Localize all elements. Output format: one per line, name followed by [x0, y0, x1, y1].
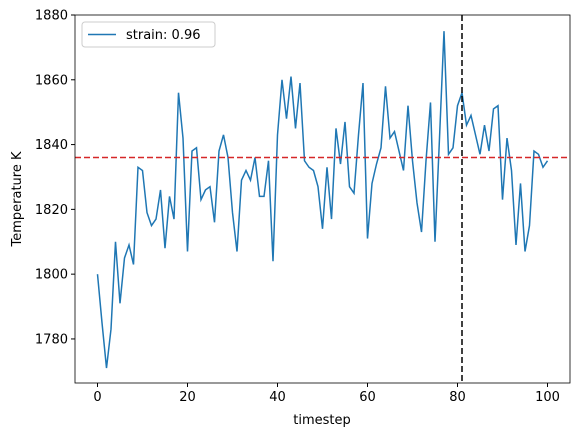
x-tick-label: 20 — [179, 390, 196, 405]
x-tick-label: 60 — [359, 390, 376, 405]
x-axis-label: timestep — [293, 413, 351, 428]
y-axis-label: Temperature K — [10, 151, 25, 247]
x-tick-label: 80 — [449, 390, 466, 405]
x-tick-label: 100 — [535, 390, 560, 405]
x-tick-label: 0 — [93, 390, 101, 405]
axes-frame — [74, 14, 571, 384]
legend-label: strain: 0.96 — [126, 28, 201, 43]
legend-box — [81, 21, 216, 48]
y-tick-label: 1860 — [35, 73, 68, 88]
y-tick-label: 1820 — [35, 203, 68, 218]
x-tick-label: 40 — [269, 390, 286, 405]
y-tick-label: 1880 — [35, 9, 68, 24]
y-tick-label: 1840 — [35, 138, 68, 153]
y-tick-label: 1780 — [35, 332, 68, 347]
line-series — [96, 31, 549, 369]
y-tick-label: 1800 — [35, 268, 68, 283]
